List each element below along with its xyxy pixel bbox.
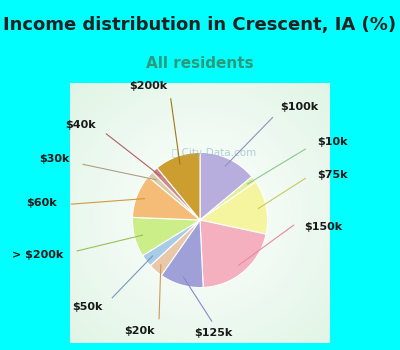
Wedge shape	[200, 152, 252, 220]
Text: $60k: $60k	[26, 198, 57, 208]
Text: $200k: $200k	[129, 81, 168, 91]
Text: $100k: $100k	[281, 102, 319, 112]
Text: All residents: All residents	[146, 56, 254, 71]
Text: ⓘ City-Data.com: ⓘ City-Data.com	[172, 148, 256, 159]
Wedge shape	[150, 220, 200, 275]
Wedge shape	[200, 182, 268, 234]
Wedge shape	[157, 152, 200, 220]
Text: $125k: $125k	[194, 328, 232, 338]
Text: $30k: $30k	[40, 154, 70, 164]
Text: $20k: $20k	[124, 326, 154, 336]
Text: $40k: $40k	[65, 120, 96, 130]
Text: $150k: $150k	[304, 222, 342, 231]
Wedge shape	[148, 172, 200, 220]
Wedge shape	[200, 220, 266, 288]
Text: $75k: $75k	[317, 169, 348, 180]
Text: > $200k: > $200k	[12, 250, 64, 260]
Wedge shape	[142, 220, 200, 266]
Text: $10k: $10k	[317, 137, 348, 147]
Text: Income distribution in Crescent, IA (%): Income distribution in Crescent, IA (%)	[4, 16, 396, 34]
Wedge shape	[200, 177, 256, 220]
Wedge shape	[161, 220, 203, 288]
Wedge shape	[152, 168, 200, 220]
Wedge shape	[132, 177, 200, 220]
Text: $50k: $50k	[72, 302, 102, 312]
Wedge shape	[132, 217, 200, 256]
